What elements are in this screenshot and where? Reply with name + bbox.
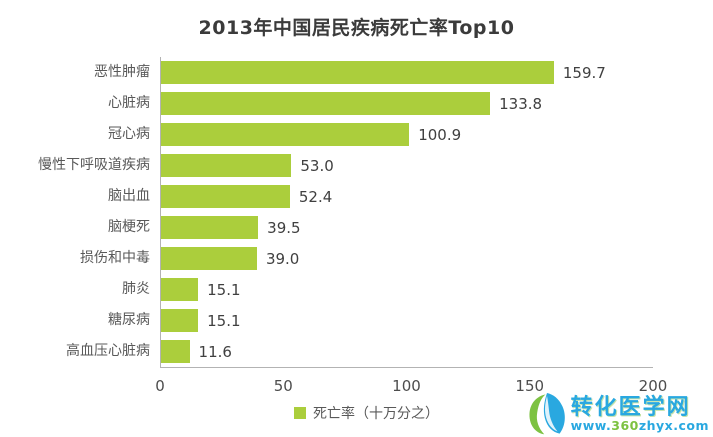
bar [161,185,290,208]
category-label: 恶性肿瘤 [94,64,150,80]
x-tick-label: 0 [155,377,165,395]
value-label: 11.6 [198,342,232,361]
x-tick-label: 50 [273,377,293,395]
watermark: 转化医学网 www.360zhyx.com [526,391,709,437]
value-label: 15.1 [207,311,241,330]
category-label: 冠心病 [108,126,150,142]
value-label: 15.1 [207,280,241,299]
leaf-logo-icon [529,393,565,435]
bar [161,247,257,270]
legend: 死亡率（十万分之） [20,403,713,423]
bar-track: 53.0 [160,150,653,181]
value-label: 52.4 [298,187,333,206]
category-label: 心脏病 [108,95,150,111]
category-label: 脑出血 [108,188,150,204]
value-label: 53.0 [300,156,334,175]
x-axis: 0 50 100 150 200 [155,367,667,399]
chart-rows: 恶性肿瘤 159.7 心脏病 133.8 冠心病 100.9 慢性下呼吸道疾病 … [8,57,713,367]
category-label: 肺炎 [122,281,150,297]
legend-label: 死亡率（十万分之） [313,406,439,422]
bar-track: 11.6 [160,336,653,367]
bar-track: 159.7 [160,57,653,88]
value-label: 100.9 [418,125,462,144]
legend-swatch-icon [294,407,306,419]
bar [161,61,554,84]
bar [161,154,292,177]
bar [161,123,410,146]
x-tick-label: 150 [515,377,545,395]
bar-track: 15.1 [160,305,653,336]
category-label: 慢性下呼吸道疾病 [38,157,150,173]
category-label: 高血压心脏病 [66,343,150,359]
bar-track: 39.5 [160,212,653,243]
bar [161,92,491,115]
bar-track: 52.4 [160,181,653,212]
category-label: 损伤和中毒 [80,250,150,266]
x-tick-label: 200 [638,377,668,395]
bar [161,340,190,363]
chart-title: 2013年中国居民疾病死亡率Top10 [198,17,515,39]
bar-chart: 恶性肿瘤 159.7 心脏病 133.8 冠心病 100.9 慢性下呼吸道疾病 … [0,57,713,423]
x-tick-label: 100 [392,377,421,395]
bar [161,216,259,239]
category-label: 糖尿病 [108,312,150,328]
watermark-site-name: 转化医学网 [570,394,691,420]
bar-track: 15.1 [160,274,653,305]
category-label: 脑梗死 [108,219,150,235]
bar-track: 100.9 [160,119,653,150]
bar-track: 133.8 [160,88,653,119]
watermark-url: www.360zhyx.com [570,417,709,433]
bar-track: 39.0 [160,243,653,274]
bar [161,278,199,301]
value-label: 39.5 [267,218,301,237]
value-label: 159.7 [562,63,606,82]
bar [161,309,199,332]
value-label: 39.0 [265,249,300,268]
watermark-text: 转化医学网 www.360zhyx.com [571,396,709,432]
value-label: 133.8 [499,94,543,113]
